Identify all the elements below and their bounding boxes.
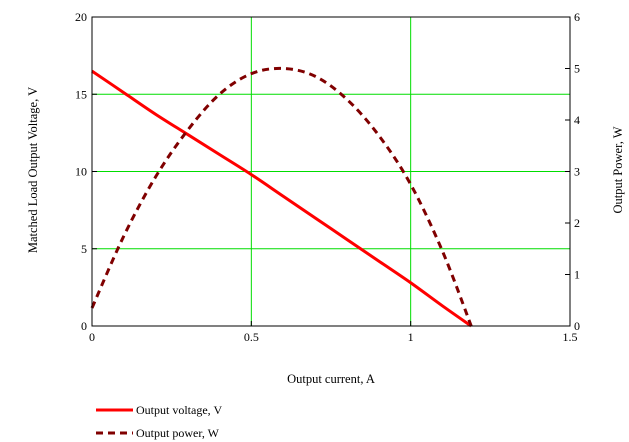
legend-label-output-power: Output power, W	[136, 426, 220, 440]
y-right-axis-label: Output Power, W	[611, 126, 625, 213]
x-tick-label-0: 0	[89, 330, 95, 344]
series-line-output-voltage	[91, 69, 473, 328]
y-left-tick-label-4: 20	[75, 10, 87, 24]
y-left-tick-label-3: 15	[75, 87, 87, 101]
y-right-tick-label-1: 1	[574, 268, 580, 282]
y-right-tick-label-0: 0	[574, 319, 580, 333]
y-left-tick-label-0: 0	[81, 319, 87, 333]
series-line-output-power	[90, 66, 473, 327]
y-right-tick-label-3: 3	[574, 165, 580, 179]
y-left-tick-label-1: 5	[81, 242, 87, 256]
x-axis-label: Output current, A	[287, 372, 375, 386]
y-left-tick-label-2: 10	[75, 165, 87, 179]
x-tick-label-1: 0.5	[244, 330, 259, 344]
legend: Output voltage, V Output power, W	[96, 403, 222, 440]
grid	[92, 17, 570, 326]
y-right-tick-label-2: 2	[574, 216, 580, 230]
y-left-axis-label: Matched Load Output Voltage, V	[26, 87, 40, 253]
x-tick-label-2: 1	[408, 330, 414, 344]
legend-label-output-voltage: Output voltage, V	[136, 403, 222, 417]
series-layer	[90, 66, 473, 328]
y-right-tick-label-6: 6	[574, 10, 580, 24]
x-tick-label-3: 1.5	[563, 330, 578, 344]
y-right-tick-label-4: 4	[574, 113, 580, 127]
y-right-tick-label-5: 5	[574, 62, 580, 76]
